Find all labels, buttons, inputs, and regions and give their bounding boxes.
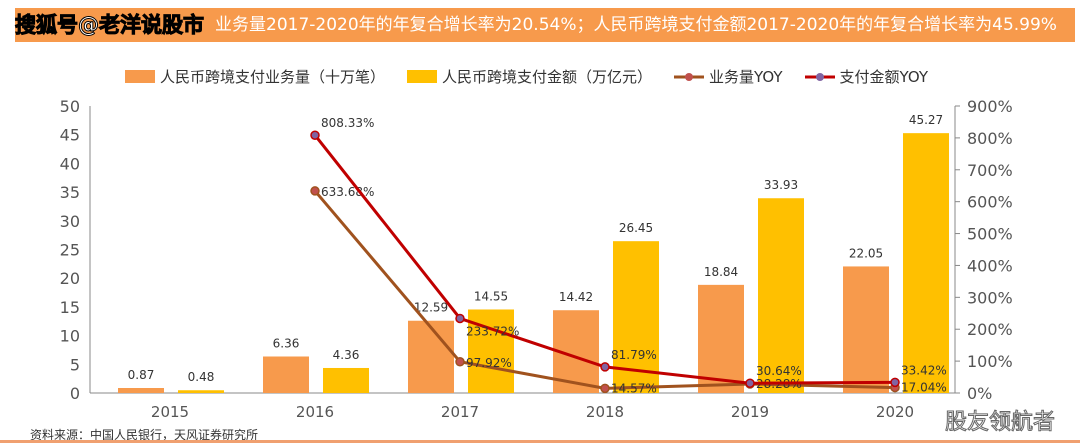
bar-amount <box>323 367 369 393</box>
line-point <box>890 377 900 388</box>
legend-label: 业务量YOY <box>709 68 783 86</box>
y-right-tick-label: 500% <box>967 225 1013 244</box>
bar-data-label: 14.55 <box>474 289 508 303</box>
y-left-tick-label: 50 <box>60 97 80 116</box>
x-tick-label: 2015 <box>151 403 189 421</box>
legend-swatch <box>407 70 438 83</box>
watermark-2: 股友领航者 <box>944 410 1056 436</box>
bar-data-label: 14.42 <box>559 290 593 304</box>
bar-data-label: 45.27 <box>909 113 943 127</box>
y-right-tick-label: 900% <box>967 97 1013 116</box>
line-data-label: 97.92% <box>466 356 512 370</box>
line-point <box>310 130 320 140</box>
y-right-tick-label: 200% <box>967 320 1013 339</box>
line-data-label: 233.72% <box>466 324 519 338</box>
line-point <box>455 313 465 324</box>
y-left-tick-label: 35 <box>60 183 80 202</box>
y-left-tick-label: 25 <box>60 241 80 260</box>
y-left-tick-label: 45 <box>60 126 80 145</box>
bar-volume <box>263 356 309 393</box>
legend-item: 人民币跨境支付金额（万亿元） <box>407 66 652 87</box>
legend-label: 人民币跨境支付金额（万亿元） <box>442 68 653 86</box>
y-left-tick-label: 30 <box>60 212 80 231</box>
bar-data-label: 22.05 <box>849 246 883 260</box>
y-left-tick-label: 10 <box>60 327 80 346</box>
y-left-tick-label: 0 <box>70 384 80 403</box>
legend-swatch <box>125 70 155 83</box>
line-data-label: 30.64% <box>756 364 802 378</box>
chart-title: 业务量2017-2020年的年复合增长率为20.54%；人民币跨境支付金额201… <box>215 15 1057 35</box>
bar-volume <box>698 284 744 393</box>
y-left-tick-label: 40 <box>60 154 80 173</box>
line-point <box>310 186 320 196</box>
bar-data-label: 18.84 <box>704 265 738 279</box>
x-tick-label: 2019 <box>731 403 769 421</box>
y-right-tick-label: 600% <box>967 193 1013 212</box>
bar-data-label: 12.59 <box>414 301 448 315</box>
line-data-label: 81.79% <box>611 348 657 362</box>
x-tick-label: 2018 <box>586 403 624 421</box>
source-note: 资料来源：中国人民银行，天风证券研究所 <box>30 428 259 442</box>
line-point <box>600 383 610 394</box>
bar-data-label: 33.93 <box>764 178 798 192</box>
y-right-tick-label: 100% <box>967 352 1013 371</box>
y-left-tick-label: 15 <box>60 298 80 317</box>
line-point <box>600 362 610 372</box>
x-tick-label: 2017 <box>441 403 479 421</box>
legend-label: 人民币跨境支付业务量（十万笔） <box>160 68 386 86</box>
line-point <box>455 357 465 367</box>
line-data-label: 33.42% <box>901 363 947 377</box>
line-data-label: 808.33% <box>321 116 374 130</box>
bar-volume <box>408 320 454 393</box>
line-amount-yoy <box>313 134 896 385</box>
bar-data-label: 0.48 <box>188 370 215 384</box>
line-volume-yoy <box>313 189 896 390</box>
bar-amount <box>758 198 804 393</box>
y-right-tick-label: 800% <box>967 129 1013 148</box>
title-bar: 搜狐号@老洋说股市 业务量2017-2020年的年复合增长率为20.54%；人民… <box>15 8 1075 42</box>
bar-amount <box>178 390 224 393</box>
bar-volume <box>118 388 164 393</box>
watermark: 搜狐号@老洋说股市 <box>15 13 205 38</box>
y-right-tick-label: 700% <box>967 161 1013 180</box>
legend-line-marker <box>804 72 835 81</box>
legend-item: 业务量YOY <box>674 66 783 87</box>
y-left-tick-label: 5 <box>70 355 80 374</box>
y-right-tick-label: 0% <box>967 384 992 403</box>
bar-data-label: 0.87 <box>128 368 155 382</box>
bar-data-label: 6.36 <box>273 336 300 350</box>
legend: 人民币跨境支付业务量（十万笔） 人民币跨境支付金额（万亿元） 业务量YOY 支付金额Y… <box>125 66 928 87</box>
x-tick-label: 2020 <box>876 403 914 421</box>
y-right-tick-label: 400% <box>967 256 1013 275</box>
y-right-tick-label: 300% <box>967 288 1013 307</box>
x-tick-label: 2016 <box>296 403 334 421</box>
bar-amount <box>903 133 949 393</box>
y-left-tick-label: 20 <box>60 269 80 288</box>
line-data-label: 633.68% <box>321 185 374 199</box>
legend-line-marker <box>674 72 705 81</box>
bar-data-label: 26.45 <box>619 221 653 235</box>
line-point <box>745 378 755 388</box>
legend-item: 支付金额YOY <box>804 66 929 87</box>
bar-data-label: 4.36 <box>333 348 360 362</box>
legend-label: 支付金额YOY <box>839 68 929 86</box>
line-data-label: 14.57% <box>611 381 657 395</box>
bar-volume <box>843 266 889 393</box>
line-data-label: 17.04% <box>901 381 947 395</box>
legend-item: 人民币跨境支付业务量（十万笔） <box>125 66 385 87</box>
bottom-rule <box>0 440 1080 443</box>
